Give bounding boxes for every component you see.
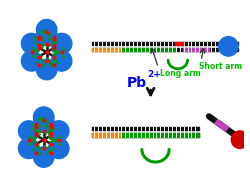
- Circle shape: [21, 33, 42, 54]
- Circle shape: [36, 19, 56, 40]
- Circle shape: [18, 121, 39, 141]
- Circle shape: [21, 51, 42, 71]
- Circle shape: [34, 147, 54, 167]
- Circle shape: [36, 59, 56, 80]
- Text: Pb: Pb: [126, 76, 146, 90]
- Circle shape: [36, 25, 56, 45]
- Text: Long arm: Long arm: [160, 69, 200, 78]
- Circle shape: [218, 37, 237, 56]
- Circle shape: [51, 51, 72, 71]
- Circle shape: [48, 121, 69, 141]
- Circle shape: [34, 107, 54, 127]
- Text: 2+: 2+: [147, 70, 161, 79]
- Circle shape: [18, 138, 39, 159]
- Circle shape: [51, 33, 72, 54]
- Circle shape: [48, 138, 69, 159]
- Circle shape: [34, 112, 54, 132]
- Text: Short arm: Short arm: [198, 62, 242, 71]
- Circle shape: [230, 131, 248, 148]
